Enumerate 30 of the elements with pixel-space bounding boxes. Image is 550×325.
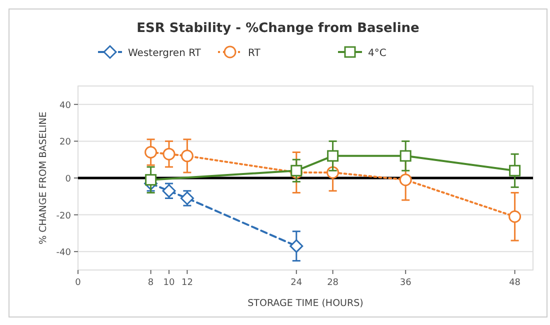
point [290, 164, 302, 176]
x-tick-label: 36 [400, 278, 412, 288]
x-tick-label: 48 [509, 278, 521, 288]
y-tick-label: -40 [56, 248, 72, 258]
point [144, 146, 158, 158]
y-tick-label: -20 [56, 211, 72, 222]
legend-label: 4°C [368, 48, 386, 59]
x-tick-label: 8 [148, 278, 154, 288]
point [508, 210, 522, 223]
x-axis-title: STORAGE TIME (HOURS) [248, 298, 364, 309]
chart-title: ESR Stability - %Change from Baseline [136, 21, 420, 36]
legend-label: RT [248, 48, 262, 59]
x-tick-label: 28 [327, 278, 339, 288]
point [400, 150, 412, 162]
point [399, 174, 412, 186]
x-tick-label: 24 [290, 278, 302, 288]
x-tick-label: 12 [181, 278, 193, 288]
point [290, 239, 304, 253]
point [162, 148, 176, 160]
x-tick-label: 0 [75, 278, 82, 288]
y-tick-label: 0 [65, 174, 72, 184]
y-tick-label: 40 [60, 100, 72, 111]
legend-label: Westergren RT [128, 48, 202, 59]
point [509, 164, 521, 176]
y-axis-title: % CHANGE FROM BASELINE [38, 112, 49, 244]
point [327, 150, 339, 162]
point [145, 174, 157, 186]
x-tick-label: 10 [163, 278, 175, 288]
point [180, 150, 194, 162]
y-tick-label: 20 [60, 138, 72, 148]
